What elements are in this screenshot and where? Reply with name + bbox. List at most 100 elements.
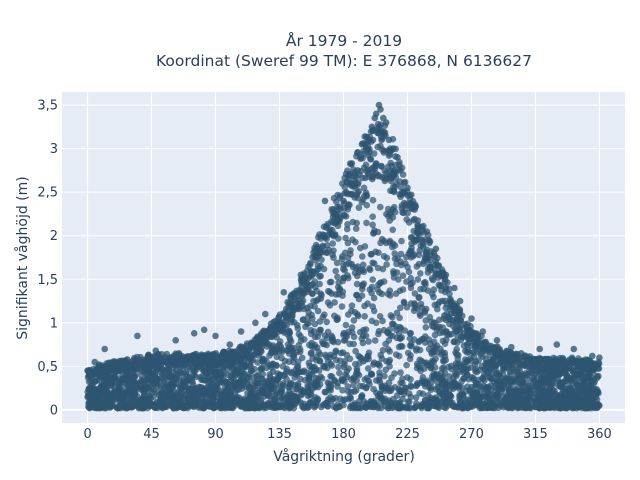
data-point	[310, 249, 317, 256]
data-point	[356, 382, 364, 390]
data-point	[184, 378, 192, 386]
data-point	[258, 364, 265, 372]
data-point	[107, 401, 115, 409]
data-point	[460, 375, 468, 382]
data-point	[348, 260, 355, 268]
data-point	[452, 303, 460, 310]
data-point	[436, 329, 444, 337]
data-point	[456, 297, 464, 305]
data-point	[258, 335, 266, 343]
data-point	[368, 289, 375, 297]
data-point	[383, 254, 391, 262]
data-point	[307, 326, 315, 334]
data-point	[494, 343, 501, 351]
data-point	[209, 396, 216, 403]
data-point	[508, 354, 516, 362]
data-point	[100, 402, 108, 410]
data-point	[470, 353, 478, 360]
data-points	[84, 101, 603, 412]
data-point	[313, 287, 321, 295]
data-point	[210, 404, 218, 411]
data-point	[119, 391, 126, 399]
data-point	[379, 265, 387, 273]
data-point	[530, 362, 537, 370]
data-point	[367, 156, 375, 163]
data-point	[389, 226, 397, 234]
data-point	[368, 317, 376, 325]
data-point	[359, 261, 367, 269]
data-point	[314, 333, 321, 341]
data-point	[134, 332, 141, 340]
data-point	[400, 298, 408, 306]
data-point	[353, 280, 361, 288]
data-point	[340, 337, 348, 344]
data-point	[413, 400, 420, 407]
x-tick-label: 45	[143, 427, 160, 442]
data-point	[388, 374, 395, 382]
data-point	[307, 259, 314, 267]
data-point	[396, 191, 403, 198]
data-point	[453, 315, 461, 323]
data-point	[329, 395, 337, 403]
data-point	[368, 123, 376, 131]
data-point	[471, 330, 478, 337]
data-point	[167, 372, 174, 380]
data-point	[420, 401, 427, 409]
data-point	[323, 334, 331, 342]
data-point	[302, 323, 309, 331]
data-point	[353, 219, 361, 227]
data-point	[142, 383, 149, 391]
y-tick-label: 1	[50, 316, 58, 331]
data-point	[570, 345, 578, 353]
data-point	[293, 396, 301, 404]
data-point	[290, 344, 298, 352]
chart-title-line-2: Koordinat (Sweref 99 TM): E 376868, N 61…	[156, 52, 532, 70]
data-point	[170, 400, 178, 407]
data-point	[338, 303, 346, 310]
data-point	[323, 242, 331, 249]
data-point	[451, 338, 458, 345]
data-point	[517, 350, 525, 357]
data-point	[387, 312, 395, 319]
data-point	[322, 351, 329, 359]
data-point	[234, 400, 242, 407]
data-point	[181, 404, 188, 411]
data-point	[232, 370, 239, 377]
data-point	[593, 389, 601, 397]
data-point	[411, 206, 418, 213]
data-point	[359, 253, 366, 260]
data-point	[316, 357, 324, 365]
data-point	[149, 361, 157, 368]
data-point	[446, 290, 453, 298]
data-point	[397, 388, 405, 396]
data-point	[241, 395, 248, 403]
data-point	[377, 351, 385, 359]
data-point	[523, 398, 531, 405]
data-point	[371, 337, 379, 344]
y-tick-label: 2	[50, 229, 58, 244]
data-point	[305, 309, 313, 316]
data-point	[220, 356, 228, 364]
data-point	[220, 377, 228, 384]
data-point	[220, 349, 227, 356]
data-point	[403, 361, 410, 369]
data-point	[545, 360, 553, 367]
data-point	[95, 361, 103, 368]
data-point	[501, 358, 509, 365]
data-point	[559, 364, 566, 371]
data-point	[251, 365, 258, 373]
data-point	[270, 376, 278, 383]
data-point	[434, 379, 442, 387]
data-point	[355, 204, 363, 211]
data-point	[354, 148, 362, 156]
data-point	[487, 361, 494, 369]
data-point	[444, 279, 451, 286]
x-tick-label: 225	[395, 427, 420, 442]
data-point	[375, 330, 382, 338]
data-point	[107, 366, 115, 373]
data-point	[439, 324, 447, 331]
data-point	[378, 384, 386, 391]
data-point	[370, 150, 378, 157]
data-point	[281, 322, 288, 329]
data-point	[266, 403, 274, 411]
